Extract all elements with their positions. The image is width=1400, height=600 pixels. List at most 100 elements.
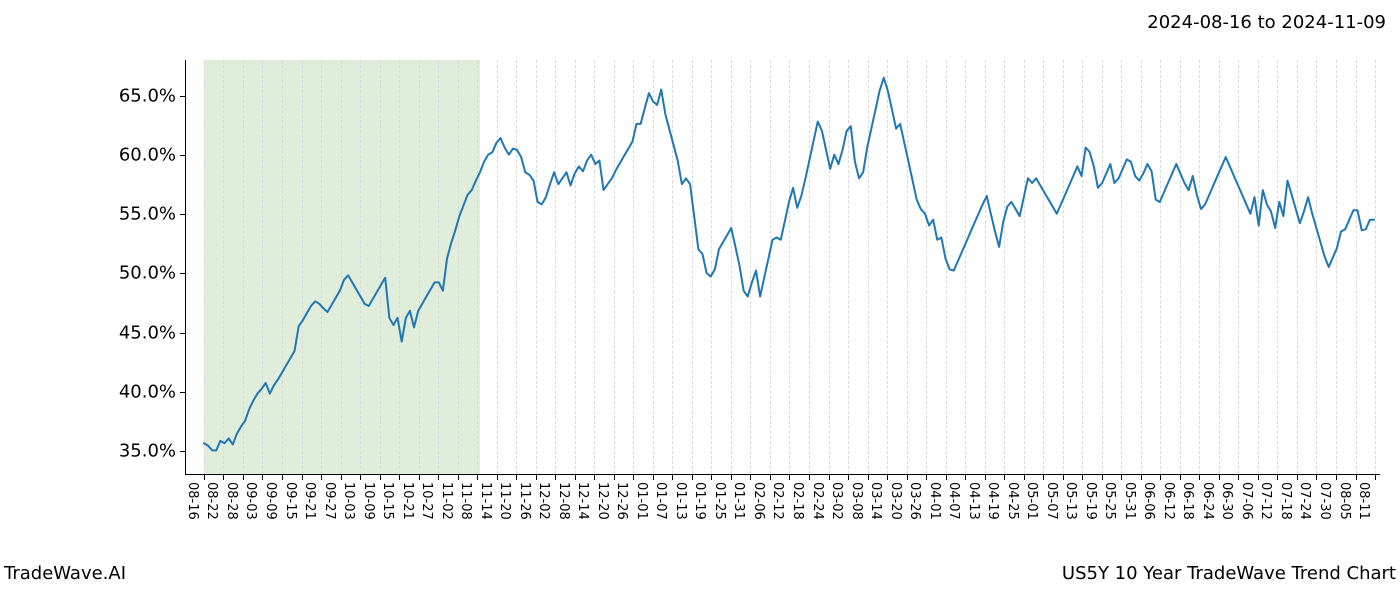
- x-tick-label: 03-08: [849, 482, 864, 520]
- x-tick-label: 03-14: [868, 482, 883, 520]
- x-tick-label: 12-14: [575, 482, 590, 520]
- x-tick-mark: [692, 474, 693, 480]
- x-tick-mark: [282, 474, 283, 480]
- x-tick-label: 04-19: [985, 482, 1000, 520]
- x-tick-label: 09-15: [283, 482, 298, 520]
- x-tick-mark: [985, 474, 986, 480]
- x-tick-label: 09-09: [263, 482, 278, 520]
- x-tick-mark: [711, 474, 712, 480]
- x-tick-label: 02-24: [810, 482, 825, 520]
- x-tick-label: 12-02: [536, 482, 551, 520]
- date-range-title: 2024-08-16 to 2024-11-09: [1147, 12, 1386, 33]
- x-tick-mark: [809, 474, 810, 480]
- x-tick-mark: [497, 474, 498, 480]
- x-tick-mark: [243, 474, 244, 480]
- x-tick-label: 05-13: [1063, 482, 1078, 520]
- x-tick-mark: [321, 474, 322, 480]
- x-tick-label: 04-01: [927, 482, 942, 520]
- x-tick-label: 09-21: [302, 482, 317, 520]
- x-tick-label: 07-24: [1297, 482, 1312, 520]
- x-tick-mark: [672, 474, 673, 480]
- x-tick-label: 06-12: [1161, 482, 1176, 520]
- footer-title: US5Y 10 Year TradeWave Trend Chart: [1062, 563, 1396, 584]
- x-tick-label: 12-20: [595, 482, 610, 520]
- x-tick-mark: [633, 474, 634, 480]
- x-tick-mark: [223, 474, 224, 480]
- x-tick-mark: [516, 474, 517, 480]
- x-tick-label: 05-07: [1044, 482, 1059, 520]
- x-tick-label: 11-26: [517, 482, 532, 520]
- x-tick-label: 10-21: [400, 482, 415, 520]
- x-tick-label: 07-30: [1317, 482, 1332, 520]
- x-tick-mark: [360, 474, 361, 480]
- x-tick-mark: [1277, 474, 1278, 480]
- x-tick-label: 04-13: [966, 482, 981, 520]
- x-tick-mark: [907, 474, 908, 480]
- y-tick-label: 40.0%: [119, 382, 186, 403]
- x-tick-label: 11-02: [439, 482, 454, 520]
- x-tick-label: 10-03: [341, 482, 356, 520]
- x-tick-label: 01-01: [634, 482, 649, 520]
- y-tick-label: 60.0%: [119, 144, 186, 165]
- x-tick-mark: [1082, 474, 1083, 480]
- x-tick-mark: [731, 474, 732, 480]
- x-tick-mark: [380, 474, 381, 480]
- x-tick-mark: [829, 474, 830, 480]
- x-tick-label: 07-06: [1239, 482, 1254, 520]
- x-tick-label: 03-02: [829, 482, 844, 520]
- x-tick-mark: [848, 474, 849, 480]
- x-tick-label: 04-25: [1005, 482, 1020, 520]
- x-tick-mark: [770, 474, 771, 480]
- x-tick-label: 11-20: [497, 482, 512, 520]
- x-tick-label: 08-05: [1337, 482, 1352, 520]
- x-tick-mark: [1063, 474, 1064, 480]
- x-tick-label: 04-07: [946, 482, 961, 520]
- x-tick-label: 10-15: [380, 482, 395, 520]
- x-tick-label: 08-22: [204, 482, 219, 520]
- x-tick-mark: [614, 474, 615, 480]
- x-tick-mark: [1180, 474, 1181, 480]
- x-tick-label: 09-03: [243, 482, 258, 520]
- x-tick-label: 12-08: [556, 482, 571, 520]
- x-tick-mark: [399, 474, 400, 480]
- x-tick-label: 08-16: [185, 482, 200, 520]
- x-tick-mark: [1316, 474, 1317, 480]
- x-tick-label: 05-01: [1024, 482, 1039, 520]
- y-tick-label: 55.0%: [119, 204, 186, 225]
- x-tick-mark: [868, 474, 869, 480]
- y-tick-label: 35.0%: [119, 441, 186, 462]
- x-tick-label: 02-18: [790, 482, 805, 520]
- x-tick-label: 02-12: [770, 482, 785, 520]
- x-tick-mark: [536, 474, 537, 480]
- x-tick-label: 06-30: [1219, 482, 1234, 520]
- x-tick-label: 11-14: [478, 482, 493, 520]
- x-tick-label: 06-18: [1180, 482, 1195, 520]
- y-tick-label: 65.0%: [119, 85, 186, 106]
- x-tick-mark: [1297, 474, 1298, 480]
- x-tick-mark: [1336, 474, 1337, 480]
- x-tick-mark: [1199, 474, 1200, 480]
- x-tick-mark: [1141, 474, 1142, 480]
- x-tick-mark: [477, 474, 478, 480]
- x-tick-label: 09-27: [322, 482, 337, 520]
- footer-brand: TradeWave.AI: [4, 563, 126, 584]
- x-tick-label: 03-26: [907, 482, 922, 520]
- x-tick-mark: [653, 474, 654, 480]
- x-tick-mark: [1238, 474, 1239, 480]
- x-tick-mark: [1004, 474, 1005, 480]
- x-tick-mark: [262, 474, 263, 480]
- x-tick-mark: [1375, 474, 1376, 480]
- x-tick-mark: [789, 474, 790, 480]
- y-tick-label: 50.0%: [119, 263, 186, 284]
- x-tick-mark: [1043, 474, 1044, 480]
- x-tick-mark: [965, 474, 966, 480]
- x-tick-label: 03-20: [888, 482, 903, 520]
- x-tick-mark: [946, 474, 947, 480]
- x-tick-label: 12-26: [614, 482, 629, 520]
- plot-area: 08-1608-2208-2809-0309-0909-1509-2109-27…: [185, 60, 1380, 475]
- x-tick-mark: [438, 474, 439, 480]
- x-tick-mark: [1258, 474, 1259, 480]
- x-tick-mark: [1024, 474, 1025, 480]
- y-tick-label: 45.0%: [119, 322, 186, 343]
- x-tick-mark: [341, 474, 342, 480]
